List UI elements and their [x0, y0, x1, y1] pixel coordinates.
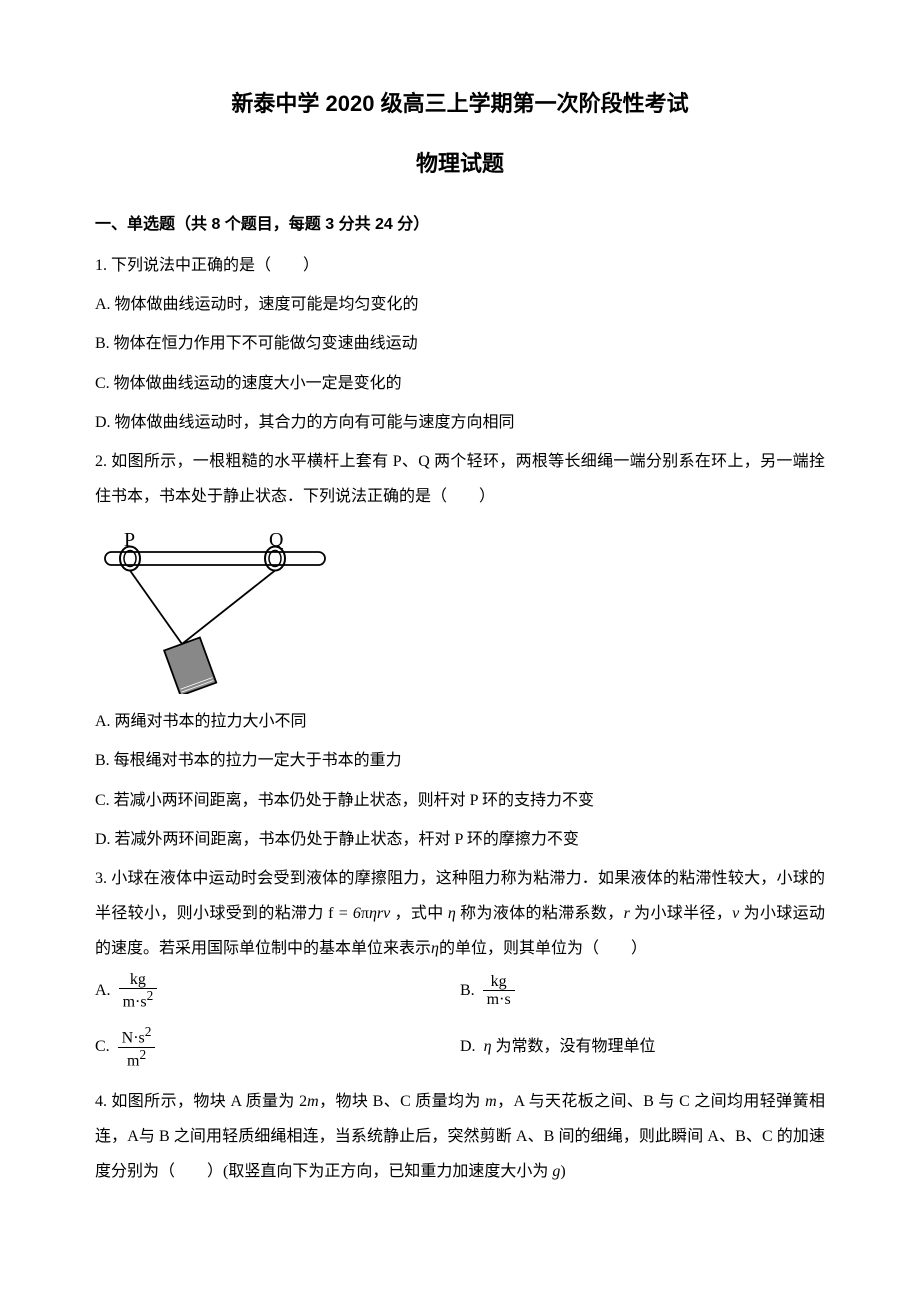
q3-formula: f = 6πηrv — [328, 905, 390, 922]
svg-text:Q: Q — [269, 529, 284, 551]
q2-option-a: A. 两绳对书本的拉力大小不同 — [95, 704, 825, 739]
q3-a-num: kg — [119, 971, 158, 990]
q3-b-den: m·s — [483, 991, 515, 1009]
q3-c-den: m2 — [118, 1048, 156, 1070]
q3-b-num: kg — [483, 973, 515, 992]
q3-option-b: B. kg m·s — [460, 973, 825, 1009]
q1-option-c: C. 物体做曲线运动的速度大小一定是变化的 — [95, 366, 825, 401]
q2-option-c: C. 若减小两环间距离，书本仍处于静止状态，则杆对 P 环的支持力不变 — [95, 783, 825, 818]
q1-option-a: A. 物体做曲线运动时，速度可能是均匀变化的 — [95, 287, 825, 322]
q3-eta: η — [448, 905, 456, 922]
q4-stem: 4. 如图所示，物块 A 质量为 2m，物块 B、C 质量均为 m，A 与天花板… — [95, 1084, 825, 1190]
q3-stem-end: 的单位，则其单位为（ ） — [439, 940, 647, 957]
q3-a-den: m·s2 — [119, 989, 158, 1011]
q3-options: A. kg m·s2 B. kg m·s C. N·s2 m2 D. η 为常数… — [95, 971, 825, 1070]
q4-stem-text: 4. 如图所示，物块 A 质量为 2m，物块 B、C 质量均为 m，A 与天花板… — [95, 1093, 825, 1180]
q3-option-c: C. N·s2 m2 — [95, 1025, 460, 1070]
q3-b-label: B. — [460, 980, 475, 1002]
q3-c-label: C. — [95, 1036, 110, 1058]
exam-subtitle: 物理试题 — [95, 140, 825, 188]
q3-d-label: D. — [460, 1036, 476, 1058]
q1-stem: 1. 下列说法中正确的是（ ） — [95, 248, 825, 283]
q3-c-num: N·s2 — [118, 1025, 156, 1048]
exam-title: 新泰中学 2020 级高三上学期第一次阶段性考试 — [95, 80, 825, 128]
q3-eta2: η — [431, 940, 439, 957]
q2-stem: 2. 如图所示，一根粗糙的水平横杆上套有 P、Q 两个轻环，两根等长细绳一端分别… — [95, 444, 825, 514]
q3-stem-mid2: 称为液体的粘滞系数， — [456, 905, 624, 922]
q1-option-b: B. 物体在恒力作用下不可能做匀变速曲线运动 — [95, 326, 825, 361]
q3-option-d: D. η 为常数，没有物理单位 — [460, 1036, 825, 1058]
q3-d-text: η 为常数，没有物理单位 — [484, 1036, 656, 1058]
section-1-header: 一、单选题（共 8 个题目，每题 3 分共 24 分） — [95, 207, 825, 242]
svg-text:P: P — [124, 529, 135, 551]
q2-option-b: B. 每根绳对书本的拉力一定大于书本的重力 — [95, 743, 825, 778]
q3-stem-mid: ，式中 — [390, 905, 448, 922]
q2-figure: PQ — [95, 524, 825, 694]
q3-option-a: A. kg m·s2 — [95, 971, 460, 1012]
q3-stem: 3. 小球在液体中运动时会受到液体的摩擦阻力，这种阻力称为粘滞力．如果液体的粘滞… — [95, 861, 825, 967]
q2-option-d: D. 若减外两环间距离，书本仍处于静止状态，杆对 P 环的摩擦力不变 — [95, 822, 825, 857]
q3-stem-mid3: 为小球半径， — [630, 905, 732, 922]
q1-option-d: D. 物体做曲线运动时，其合力的方向有可能与速度方向相同 — [95, 405, 825, 440]
q3-a-label: A. — [95, 980, 111, 1002]
